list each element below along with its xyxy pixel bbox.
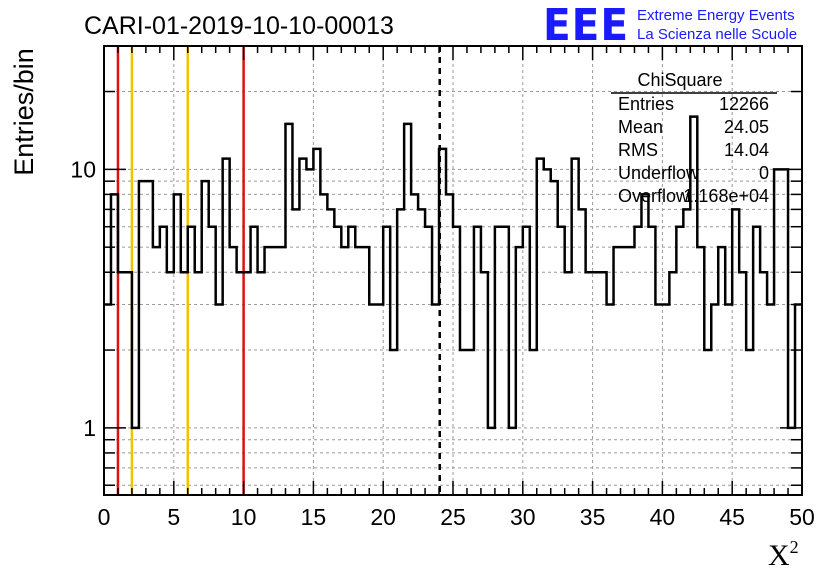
x-tick-label: 15 (301, 504, 327, 530)
x-tick-label: 20 (370, 504, 396, 530)
x-axis-label: X2 (768, 537, 799, 572)
histogram-series (104, 115, 802, 430)
y-tick-label: 10 (70, 156, 96, 182)
x-tick-label: 5 (167, 504, 180, 530)
axes: 0 5 10 15 20 25 30 35 40 45 50 1 10 (70, 45, 815, 530)
x-tick-label: 45 (719, 504, 745, 530)
stats-rows: Entries 12266 Mean 24.05 RMS 14.04 Underflow 0 O… (618, 94, 769, 206)
x-tick-label: 50 (789, 504, 815, 530)
stats-label: Mean (618, 117, 663, 137)
stats-label: Entries (618, 94, 674, 114)
stats-value: 14.04 (724, 140, 769, 160)
x-tick-label: 30 (510, 504, 536, 530)
chart-title: CARI-01-2019-10-10-00013 (84, 12, 394, 40)
x-tick-label: 25 (440, 504, 466, 530)
stats-title: ChiSquare (637, 70, 722, 90)
stats-label: Overflow (618, 186, 690, 206)
y-axis-label: Entries/bin (9, 48, 39, 176)
x-tick-label: 0 (98, 504, 111, 530)
stats-value: 24.05 (724, 117, 769, 137)
y-tick-label: 1 (83, 415, 96, 441)
x-tick-label: 40 (650, 504, 676, 530)
stats-value: 12266 (719, 94, 769, 114)
x-tick-label: 10 (231, 504, 257, 530)
stats-label: Underflow (618, 163, 700, 183)
logo-line1: Extreme Energy Events (637, 7, 795, 24)
grid (104, 46, 802, 495)
eee-logo: EEE Extreme Energy Events La Scienza nel… (543, 0, 797, 51)
stats-value: 0 (759, 163, 769, 183)
logo-line2: La Scienza nelle Scuole (637, 26, 797, 43)
stats-label: RMS (618, 140, 658, 160)
x-tick-label: 35 (580, 504, 606, 530)
stats-value: 1.168e+04 (683, 186, 769, 206)
stats-box: ChiSquare Entries 12266 Mean 24.05 RMS 14.04 U… (611, 70, 777, 206)
logo-mark: EEE (543, 0, 629, 51)
